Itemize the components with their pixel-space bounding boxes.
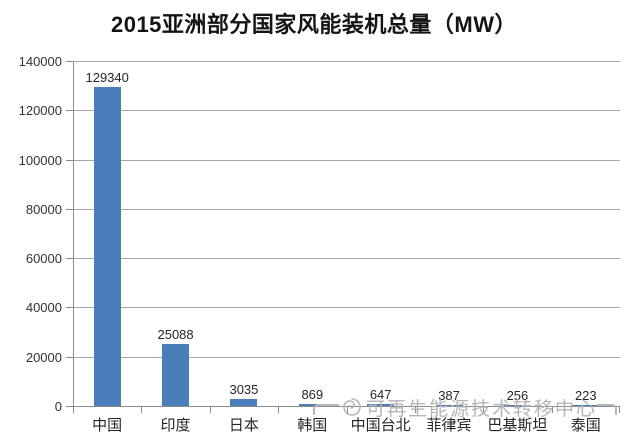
y-axis-line — [73, 62, 74, 407]
bar — [298, 403, 326, 406]
gridline — [73, 258, 620, 260]
y-axis-tick — [66, 258, 73, 260]
value-label: 256 — [506, 387, 529, 403]
category-label: 菲律宾 — [426, 417, 472, 434]
y-axis-tick — [66, 356, 73, 358]
y-axis-label: 0 — [54, 399, 62, 414]
bar — [367, 404, 395, 406]
bar — [230, 398, 258, 406]
gridline — [73, 208, 620, 210]
category-label: 泰国 — [570, 417, 601, 434]
bar — [162, 344, 190, 406]
y-axis-label: 80000 — [25, 201, 62, 217]
x-axis-tick — [141, 407, 143, 413]
y-axis-tick — [66, 307, 73, 309]
y-axis-tick — [66, 208, 73, 210]
x-axis-tick — [73, 407, 74, 413]
value-label: 387 — [438, 387, 460, 403]
x-axis-tick — [483, 407, 485, 413]
category-label: 日本 — [228, 417, 259, 434]
gridline — [73, 159, 620, 161]
value-label: 647 — [369, 387, 392, 403]
y-axis-tick — [66, 159, 73, 161]
x-axis-tick — [209, 407, 211, 413]
gridline — [73, 307, 620, 309]
y-axis-label: 140000 — [18, 54, 62, 69]
bar — [572, 404, 600, 406]
gridline — [73, 356, 620, 358]
chart-title: 2015亚洲部分国家风能装机总量（MW） — [110, 12, 518, 37]
y-axis-tick — [66, 61, 73, 62]
x-axis-tick — [346, 407, 348, 413]
category-label: 巴基斯坦 — [487, 417, 548, 434]
x-axis-tick — [619, 407, 620, 413]
y-axis-label: 60000 — [25, 251, 62, 267]
bar — [435, 404, 463, 406]
category-label: 中国台北 — [350, 417, 411, 434]
gridline — [73, 110, 620, 112]
y-axis-tick — [66, 406, 73, 407]
y-axis-label: 40000 — [25, 300, 62, 316]
y-axis-label: 20000 — [25, 349, 62, 365]
y-axis-label: 100000 — [18, 152, 62, 168]
value-label: 3035 — [229, 381, 259, 397]
value-label: 25088 — [157, 327, 194, 343]
gridline — [73, 61, 620, 62]
category-label: 韩国 — [297, 417, 328, 434]
x-axis-tick — [551, 407, 553, 413]
bar — [93, 87, 121, 406]
y-axis-label: 120000 — [18, 103, 62, 119]
x-axis-tick — [278, 407, 280, 413]
category-label: 中国 — [92, 417, 123, 434]
value-label: 869 — [301, 386, 324, 402]
value-label: 223 — [574, 387, 597, 403]
y-axis-tick — [66, 110, 73, 112]
bar — [503, 404, 531, 406]
value-label: 129340 — [85, 70, 129, 86]
x-axis-tick — [414, 407, 416, 413]
category-label: 印度 — [160, 417, 191, 434]
